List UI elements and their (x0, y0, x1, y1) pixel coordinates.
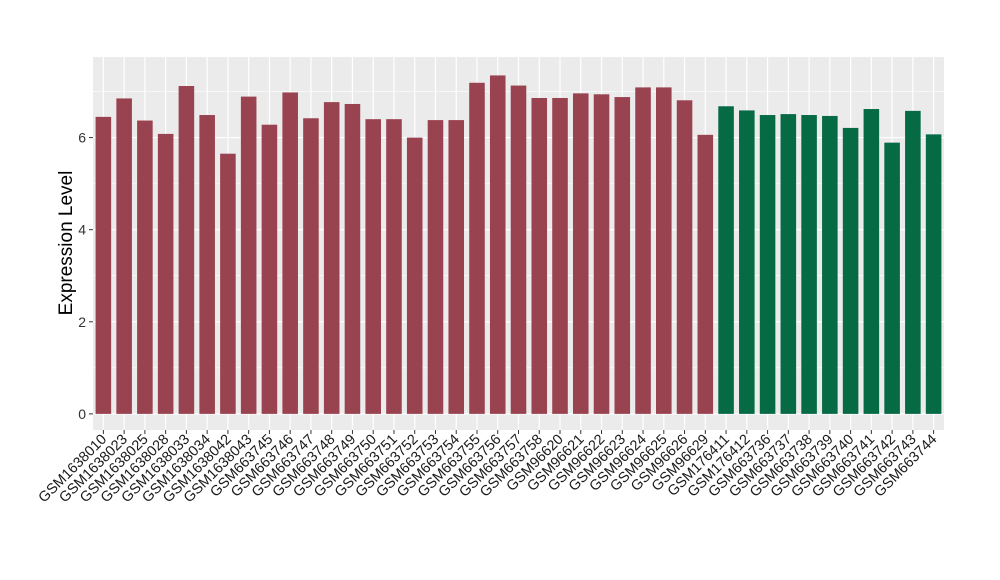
bar (531, 97, 548, 414)
bar (240, 96, 257, 414)
x-axis: GSM1638010GSM1638023GSM1638025GSM1638028… (36, 430, 940, 506)
bar (406, 137, 423, 414)
bar (137, 120, 153, 414)
bar (863, 109, 880, 414)
bar (365, 119, 381, 414)
bar (780, 114, 797, 414)
bar (552, 97, 568, 414)
bar (801, 115, 817, 414)
bar (510, 85, 527, 414)
bar (303, 118, 319, 414)
bar (822, 115, 838, 414)
bar (448, 120, 465, 414)
bar (593, 94, 610, 414)
bar (697, 134, 714, 414)
bar (718, 106, 734, 414)
bar (469, 82, 485, 414)
bar (676, 100, 693, 414)
bar (344, 103, 361, 414)
bar (572, 93, 589, 414)
bar (323, 102, 340, 414)
y-tick-label: 6 (78, 130, 86, 146)
bar (157, 133, 174, 414)
bar (116, 98, 132, 414)
bar (884, 142, 900, 414)
bar (95, 116, 112, 414)
bar (489, 75, 506, 414)
bar (386, 119, 402, 414)
bar (656, 87, 672, 414)
y-tick-label: 4 (78, 222, 86, 238)
bar (905, 110, 921, 414)
bars (95, 75, 942, 414)
bar (842, 127, 859, 414)
y-tick-label: 0 (78, 406, 86, 422)
bar (261, 124, 278, 414)
y-tick-label: 2 (78, 314, 86, 330)
bar (282, 92, 298, 414)
bar (220, 153, 236, 414)
y-axis-title: Expression Level (56, 171, 77, 316)
bar (614, 97, 631, 414)
bar (925, 134, 942, 414)
bar (427, 120, 444, 414)
y-axis: 0 2 4 6 (78, 130, 93, 422)
bar (635, 87, 651, 414)
bar (739, 110, 755, 414)
bar (199, 115, 215, 414)
bar (759, 115, 776, 414)
bar (178, 86, 195, 414)
